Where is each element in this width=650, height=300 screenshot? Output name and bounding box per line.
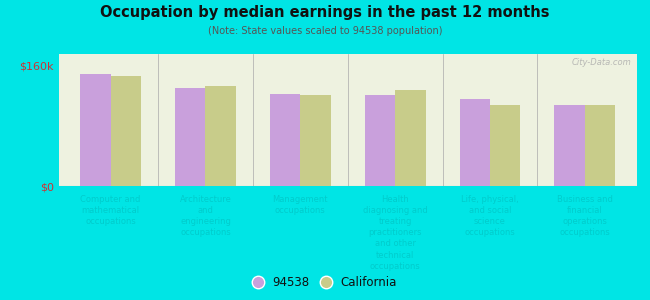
Text: Architecture
and
engineering
occupations: Architecture and engineering occupations [179, 195, 231, 237]
Bar [300, 95, 331, 186]
Bar [175, 88, 205, 186]
Bar [585, 105, 615, 186]
Text: Management
occupations: Management occupations [272, 195, 328, 215]
Bar [490, 104, 521, 186]
Text: Life, physical,
and social
science
occupations: Life, physical, and social science occup… [461, 195, 519, 237]
Bar [270, 94, 300, 186]
Text: Occupation by median earnings in the past 12 months: Occupation by median earnings in the pas… [100, 4, 550, 20]
Bar [365, 95, 395, 186]
Text: Health
diagnosing and
treating
practitioners
and other
technical
occupations: Health diagnosing and treating practitio… [363, 195, 428, 271]
Bar [81, 74, 110, 186]
Text: Computer and
mathematical
occupations: Computer and mathematical occupations [81, 195, 141, 226]
Legend: 94538, California: 94538, California [249, 272, 401, 294]
Bar [554, 104, 585, 186]
Text: City-Data.com: City-Data.com [571, 58, 631, 67]
Text: Business and
financial
operations
occupations: Business and financial operations occupa… [557, 195, 613, 237]
Text: (Note: State values scaled to 94538 population): (Note: State values scaled to 94538 popu… [208, 26, 442, 35]
Bar [205, 86, 236, 186]
Bar [111, 76, 141, 186]
Bar [395, 90, 426, 186]
Bar [460, 99, 490, 186]
